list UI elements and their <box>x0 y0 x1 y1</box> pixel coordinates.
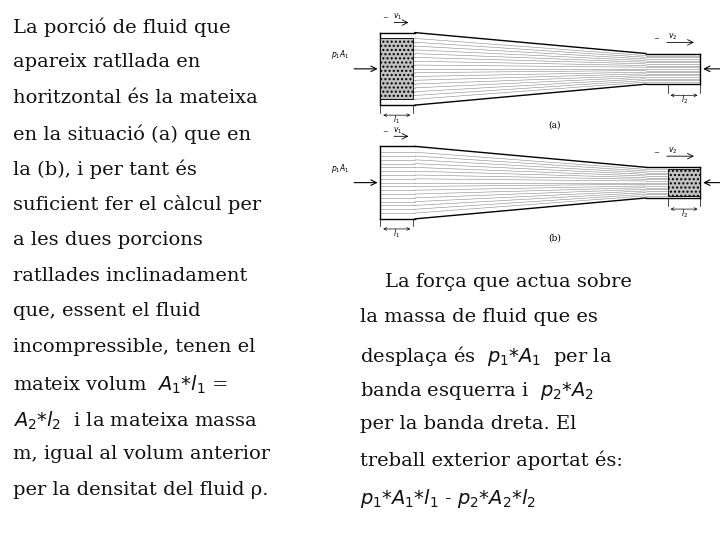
Text: ~: ~ <box>382 129 388 134</box>
Text: horitzontal és la mateixa: horitzontal és la mateixa <box>13 89 258 106</box>
Text: m, igual al volum anterior: m, igual al volum anterior <box>13 445 270 463</box>
Text: (b): (b) <box>549 234 562 243</box>
Text: treball exterior aportat és:: treball exterior aportat és: <box>360 451 623 470</box>
Text: incompressible, tenen el: incompressible, tenen el <box>13 338 256 356</box>
Text: $l_1$: $l_1$ <box>393 113 400 126</box>
Text: $A_2{*}l_2$  i la mateixa massa: $A_2{*}l_2$ i la mateixa massa <box>13 409 258 431</box>
Text: mateix volum  $A_1{*}l_1$ =: mateix volum $A_1{*}l_1$ = <box>13 374 228 396</box>
Text: $l_2$: $l_2$ <box>680 207 688 220</box>
Text: La força que actua sobre: La força que actua sobre <box>360 273 632 291</box>
Text: $p_1A_1$: $p_1A_1$ <box>331 161 349 175</box>
Text: ~: ~ <box>653 36 659 42</box>
Text: banda esquerra i  $p_2{*}A_2$: banda esquerra i $p_2{*}A_2$ <box>360 380 594 402</box>
Text: $p_1A_1$: $p_1A_1$ <box>331 48 349 61</box>
Bar <box>380 38 413 99</box>
Text: $v_1$: $v_1$ <box>393 11 402 22</box>
Text: $v_2$: $v_2$ <box>668 145 678 156</box>
Text: ~: ~ <box>382 15 388 21</box>
Text: ratllades inclinadament: ratllades inclinadament <box>13 267 248 285</box>
Text: la (b), i per tant és: la (b), i per tant és <box>13 160 197 179</box>
Text: la massa de fluid que es: la massa de fluid que es <box>360 308 598 326</box>
Text: ~: ~ <box>653 150 659 156</box>
Text: per la densitat del fluid ρ.: per la densitat del fluid ρ. <box>13 481 269 498</box>
Text: a les dues porcions: a les dues porcions <box>13 231 203 249</box>
Bar <box>667 170 701 196</box>
Text: desplaça és  $p_1{*}A_1$  per la: desplaça és $p_1{*}A_1$ per la <box>360 344 612 368</box>
Text: que, essent el fluid: que, essent el fluid <box>13 302 201 320</box>
Text: per la banda dreta. El: per la banda dreta. El <box>360 415 577 433</box>
Text: La porció de fluid que: La porció de fluid que <box>13 17 230 37</box>
Text: (a): (a) <box>549 120 561 129</box>
Text: suficient fer el càlcul per: suficient fer el càlcul per <box>13 195 261 214</box>
Text: $v_2$: $v_2$ <box>668 31 678 42</box>
Text: $p_1{*}A_1{*}l_1$ - $p_2{*}A_2{*}l_2$: $p_1{*}A_1{*}l_1$ - $p_2{*}A_2{*}l_2$ <box>360 487 536 510</box>
Text: en la situació (a) que en: en la situació (a) que en <box>13 124 251 144</box>
Text: $l_1$: $l_1$ <box>393 227 400 240</box>
Text: $l_2$: $l_2$ <box>680 94 688 106</box>
Text: $v_1$: $v_1$ <box>393 125 402 136</box>
Text: apareix ratllada en: apareix ratllada en <box>13 53 200 71</box>
